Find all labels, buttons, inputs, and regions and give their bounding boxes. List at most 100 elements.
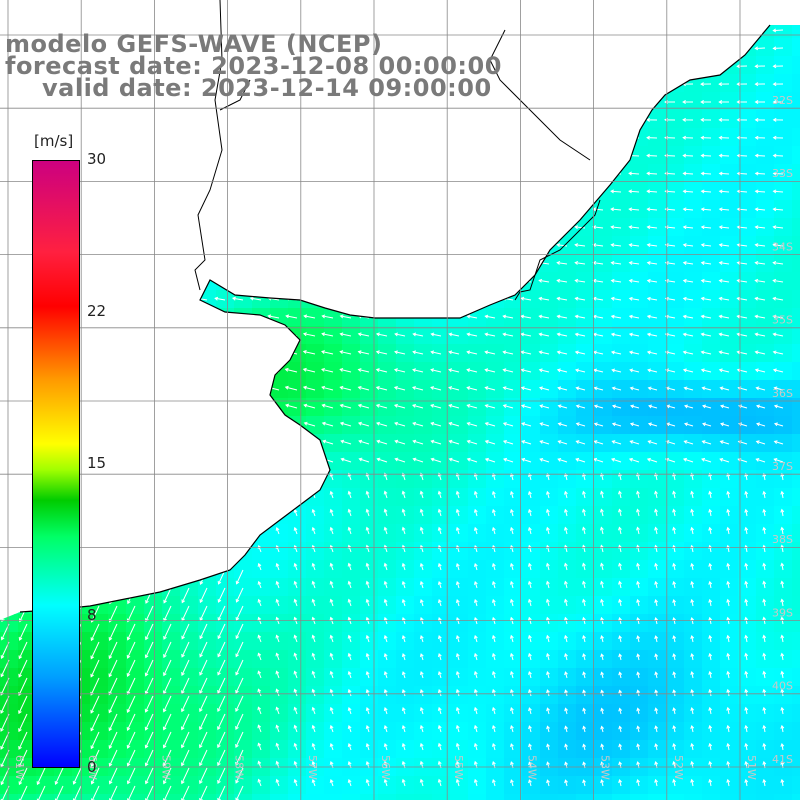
wind-speed-cell (630, 164, 649, 183)
longitude-label: 57W (306, 755, 319, 780)
wind-vector (654, 580, 659, 589)
wind-speed-cell (450, 434, 469, 453)
wind-vector (484, 439, 496, 445)
wind-speed-cell (612, 254, 631, 273)
wind-vector (780, 562, 785, 571)
wind-vector (302, 367, 316, 373)
wind-speed-cell (234, 686, 253, 705)
wind-vector (491, 778, 496, 787)
wind-vector (736, 260, 748, 265)
wind-vector (600, 689, 605, 697)
wind-vector (90, 713, 100, 732)
wind-speed-cell (684, 236, 703, 255)
wind-vector (762, 652, 767, 661)
wind-speed-cell (108, 650, 127, 669)
wind-speed-cell (558, 398, 577, 417)
wind-vector (321, 403, 334, 409)
wind-vector (556, 260, 568, 265)
wind-speed-cell (108, 776, 127, 795)
wind-vector (575, 404, 586, 409)
wind-speed-cell (756, 290, 775, 309)
wind-vector (593, 386, 604, 391)
wind-vector (199, 623, 208, 640)
colorbar (32, 160, 80, 768)
wind-speed-cell (126, 704, 145, 723)
wind-speed-cell (288, 794, 307, 800)
wind-speed-cell (468, 398, 487, 417)
wind-speed-cell (648, 182, 667, 201)
wind-speed-cell (594, 308, 613, 327)
wind-speed-cell (774, 308, 793, 327)
wind-speed-cell (432, 452, 451, 471)
wind-vector (527, 598, 532, 607)
wind-speed-cell (198, 614, 217, 633)
wind-vector (718, 332, 730, 337)
wind-vector (600, 725, 605, 733)
wind-vector (654, 671, 659, 679)
wind-speed-cell (702, 74, 721, 93)
wind-speed-cell (162, 776, 181, 795)
wind-speed-cell (576, 344, 595, 363)
wind-vector (672, 743, 677, 751)
wind-vector (145, 605, 154, 623)
wind-speed-cell (486, 434, 505, 453)
wind-vector (700, 135, 712, 140)
wind-speed-cell (594, 452, 613, 471)
wind-speed-cell (216, 614, 235, 633)
wind-vector (126, 749, 136, 767)
wind-speed-cell (720, 218, 739, 237)
wind-vector (257, 634, 262, 643)
wind-speed-cell (234, 560, 253, 579)
wind-vector (162, 767, 172, 785)
wind-speed-cell (162, 704, 181, 723)
wind-vector (647, 422, 658, 427)
wind-vector (726, 472, 731, 481)
wind-speed-cell (180, 704, 199, 723)
wind-speed-cell (576, 794, 595, 800)
wind-speed-cell (306, 308, 325, 327)
wind-vector (412, 332, 424, 337)
wind-vector (628, 243, 640, 248)
wind-vector (521, 457, 532, 463)
wind-speed-cell (468, 380, 487, 399)
wind-vector (455, 652, 460, 661)
wind-vector (736, 189, 748, 194)
wind-vector (754, 296, 766, 301)
wind-speed-cell (684, 254, 703, 273)
colorbar-label-0: 0 (87, 758, 97, 776)
wind-vector (672, 580, 677, 589)
wind-speed-cell (450, 344, 469, 363)
wind-vector (419, 742, 424, 751)
wind-vector (690, 778, 695, 787)
wind-vector (700, 171, 712, 176)
wind-vector (217, 731, 226, 749)
wind-vector (293, 634, 298, 643)
wind-speed-cell (738, 146, 757, 165)
wind-vector (546, 689, 550, 697)
wind-vector (347, 490, 352, 499)
wind-speed-cell (756, 254, 775, 273)
wind-vector (556, 368, 568, 373)
wind-speed-cell (522, 398, 541, 417)
wind-speed-cell (378, 362, 397, 381)
wind-vector (701, 386, 712, 391)
wind-speed-cell (612, 272, 631, 291)
wind-vector (126, 623, 136, 641)
wind-speed-cell (234, 578, 253, 597)
wind-vector (126, 713, 136, 731)
wind-speed-cell (792, 128, 800, 147)
wind-vector (708, 490, 713, 499)
wind-speed-cell (504, 416, 523, 435)
wind-speed-cell (576, 416, 595, 435)
wind-speed-cell (468, 416, 487, 435)
latitude-label: 37S (772, 460, 793, 473)
wind-speed-cell (432, 326, 451, 345)
wind-speed-cell (738, 200, 757, 219)
wind-speed-cell (666, 326, 685, 345)
wind-vector (127, 785, 136, 800)
wind-vector (340, 439, 352, 445)
inland-border (194, 0, 251, 291)
wind-vector (473, 652, 478, 661)
wind-vector (683, 440, 694, 445)
